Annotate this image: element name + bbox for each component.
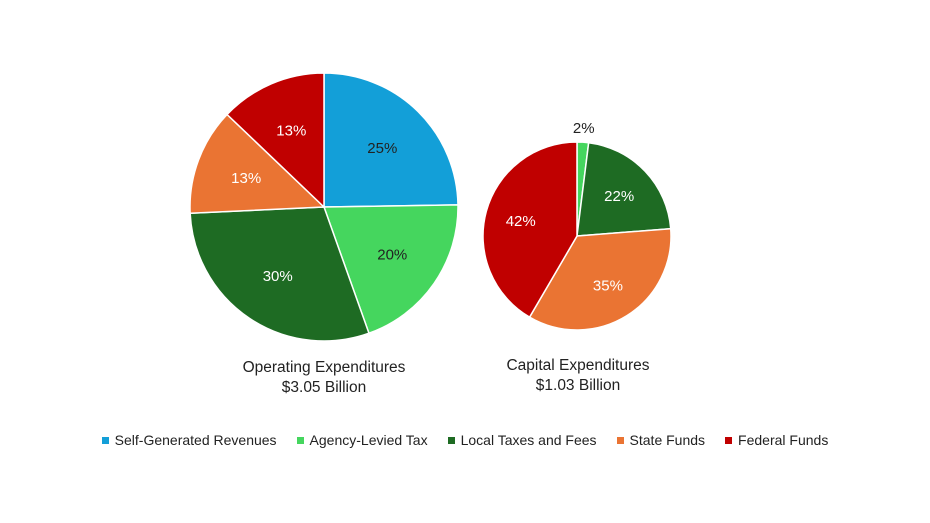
legend-label: Federal Funds: [738, 432, 829, 448]
operating-title: Operating Expenditures: [242, 359, 406, 376]
legend-item-agency-levied-tax: Agency-Levied Tax: [296, 432, 428, 448]
pie-data-label-local-taxes-and-fees: 22%: [604, 188, 634, 205]
operating-total: $3.05 Billion: [281, 379, 367, 396]
legend-item-federal-funds: Federal Funds: [725, 432, 828, 448]
legend-item-state-funds: State Funds: [616, 432, 706, 448]
legend-item-self-generated-revenues: Self-Generated Revenues: [101, 432, 277, 448]
legend-label: Self-Generated Revenues: [114, 432, 277, 448]
capital-title: Capital Expenditures: [506, 357, 650, 374]
legend-swatch: [725, 436, 733, 444]
operating-expenditures-pie: 25% 20% 30% 13% 13%: [189, 72, 459, 342]
capital-total: $1.03 Billion: [535, 377, 621, 394]
legend-swatch: [101, 436, 109, 444]
legend-item-local-taxes-and-fees: Local Taxes and Fees: [447, 432, 597, 448]
capital-caption: Capital Expenditures $1.03 Billion: [458, 356, 698, 396]
pie-data-label-self-generated-revenues: 25%: [367, 140, 397, 157]
pie-data-label-federal-funds: 42%: [506, 213, 536, 230]
pie-data-label-agency-levied-tax: 2%: [573, 120, 595, 137]
pie-data-label-state-funds: 35%: [593, 277, 623, 294]
pie-slice-local-taxes-and-fees: [576, 141, 672, 237]
pie-slice-state-funds: [528, 227, 672, 331]
legend-label: State Funds: [629, 432, 706, 448]
capital-expenditures-pie: 2% 22% 35% 42%: [482, 120, 672, 331]
pie-slice-agency-levied-tax: [322, 204, 459, 335]
pie-data-label-state-funds: 13%: [231, 170, 261, 187]
pie-slice-state-funds: [189, 113, 326, 215]
operating-caption: Operating Expenditures $3.05 Billion: [204, 358, 444, 398]
legend-swatch: [616, 436, 624, 444]
pie-data-label-federal-funds: 13%: [276, 123, 306, 140]
legend: Self-Generated Revenues Agency-Levied Ta…: [0, 432, 930, 448]
pie-data-label-agency-levied-tax: 20%: [377, 246, 407, 263]
legend-swatch: [296, 436, 304, 444]
pie-slice-self-generated-revenues: [323, 72, 459, 208]
legend-swatch: [447, 436, 455, 444]
pie-slice-local-taxes-and-fees: [189, 206, 370, 342]
pie-slice-federal-funds: [482, 141, 578, 319]
pie-data-label-local-taxes-and-fees: 30%: [263, 268, 293, 285]
legend-label: Agency-Levied Tax: [309, 432, 428, 448]
pie-slice-federal-funds: [226, 72, 325, 209]
legend-label: Local Taxes and Fees: [460, 432, 597, 448]
